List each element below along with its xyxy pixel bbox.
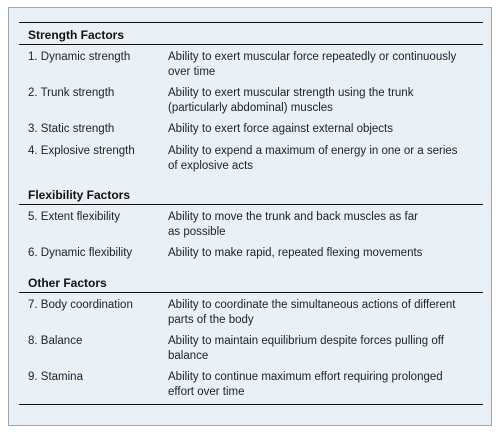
description-line: Ability to maintain equilibrium despite … bbox=[168, 335, 444, 347]
section-rule-strength bbox=[19, 44, 483, 45]
factor-description: Ability to exert muscular force repeated… bbox=[168, 50, 480, 80]
factor-name: 5. Extent flexibility bbox=[28, 211, 121, 223]
factor-name: 3. Static strength bbox=[28, 123, 115, 135]
factor-description: Ability to continue maximum effort requi… bbox=[168, 370, 480, 400]
top-rule bbox=[19, 22, 483, 23]
factor-name: 2. Trunk strength bbox=[28, 87, 115, 99]
description-line: as possible bbox=[168, 226, 226, 238]
factor-description: Ability to maintain equilibrium despite … bbox=[168, 334, 480, 364]
factor-name: 4. Explosive strength bbox=[28, 145, 135, 157]
description-line: (particularly abdominal) muscles bbox=[168, 102, 333, 114]
factors-table-panel: Strength Factors 1. Dynamic strength Abi… bbox=[8, 7, 492, 426]
section-rule-flexibility bbox=[19, 204, 483, 205]
factor-name: 1. Dynamic strength bbox=[28, 51, 131, 63]
description-line: over time bbox=[168, 66, 216, 78]
factor-name: 7. Body coordination bbox=[28, 299, 133, 311]
factor-description: Ability to exert muscular strength using… bbox=[168, 86, 480, 116]
factor-description: Ability to expend a maximum of energy in… bbox=[168, 144, 480, 174]
factor-name: 9. Stamina bbox=[28, 371, 83, 383]
factor-description: Ability to make rapid, repeated flexing … bbox=[168, 246, 480, 261]
description-line: Ability to expend a maximum of energy in… bbox=[168, 145, 458, 157]
description-line: balance bbox=[168, 350, 209, 362]
factor-description: Ability to coordinate the simultaneous a… bbox=[168, 298, 480, 328]
section-rule-other bbox=[19, 292, 483, 293]
bottom-rule bbox=[19, 404, 483, 405]
description-line: effort over time bbox=[168, 386, 245, 398]
description-line: of explosive acts bbox=[168, 160, 254, 172]
factor-name: 8. Balance bbox=[28, 335, 83, 347]
section-title-flexibility: Flexibility Factors bbox=[28, 188, 131, 202]
section-title-strength: Strength Factors bbox=[28, 28, 125, 42]
description-line: Ability to move the trunk and back muscl… bbox=[168, 211, 418, 223]
description-line: parts of the body bbox=[168, 314, 254, 326]
factor-description: Ability to move the trunk and back muscl… bbox=[168, 210, 480, 240]
factor-name: 6. Dynamic flexibility bbox=[28, 247, 133, 259]
description-line: Ability to exert muscular force repeated… bbox=[168, 51, 457, 63]
factor-description: Ability to exert force against external … bbox=[168, 122, 480, 137]
section-title-other: Other Factors bbox=[28, 276, 107, 290]
description-line: Ability to coordinate the simultaneous a… bbox=[168, 299, 456, 311]
description-line: Ability to make rapid, repeated flexing … bbox=[168, 247, 423, 259]
description-line: Ability to continue maximum effort requi… bbox=[168, 371, 443, 383]
description-line: Ability to exert muscular strength using… bbox=[168, 87, 414, 99]
description-line: Ability to exert force against external … bbox=[168, 123, 394, 135]
